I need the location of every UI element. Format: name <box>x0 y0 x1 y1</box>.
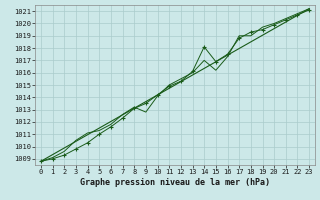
X-axis label: Graphe pression niveau de la mer (hPa): Graphe pression niveau de la mer (hPa) <box>80 178 270 187</box>
